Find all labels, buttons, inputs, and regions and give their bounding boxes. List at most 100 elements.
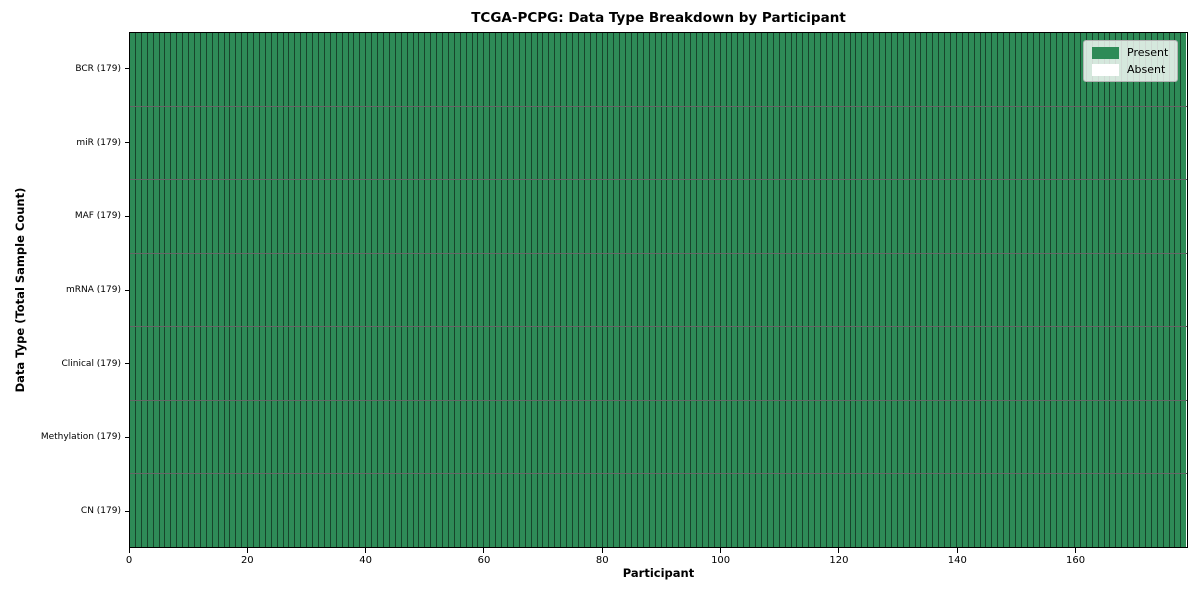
heatmap-cell [1027,400,1034,474]
heatmap-cell [443,474,449,548]
heatmap-cell [850,327,857,400]
heatmap-cell [271,253,278,327]
heatmap-cell [342,106,349,180]
heatmap-cell [697,474,703,548]
heatmap-cell [301,33,308,106]
heatmap-cell [135,33,142,106]
heatmap-cell [466,253,473,327]
x-tick-mark [128,548,130,553]
heatmap-cell [655,33,662,106]
heatmap-cell [915,327,922,400]
heatmap-cell [484,180,491,253]
heatmap-cell [508,474,514,548]
heatmap-cell [738,400,745,474]
heatmap-cell [254,253,260,327]
heatmap-cell [720,106,727,180]
heatmap-cell [366,474,373,548]
heatmap-cell [1139,180,1146,253]
heatmap-cell [726,253,733,327]
heatmap-cell [767,474,774,548]
heatmap-cell [667,180,674,253]
heatmap-cell [1015,180,1022,253]
heatmap-cell [626,33,633,106]
heatmap-cell [472,400,479,474]
heatmap-cell [921,106,928,180]
heatmap-cell [815,327,822,400]
heatmap-cell [1057,474,1064,548]
x-tick-label: 120 [829,555,849,566]
heatmap-cell [1004,474,1011,548]
x-tick-mark [956,548,958,553]
heatmap-row [130,33,1187,106]
heatmap-cell [1010,474,1016,548]
heatmap-cell [389,33,396,106]
heatmap-cell [673,253,680,327]
heatmap-cell [779,180,786,253]
heatmap-cell [632,33,638,106]
heatmap-cell [596,474,603,548]
heatmap-cell [135,180,142,253]
heatmap-cell [248,106,255,180]
heatmap-cell [472,180,479,253]
heatmap-cell [679,106,686,180]
heatmap-cell [189,106,195,180]
heatmap-cell [508,400,514,474]
heatmap-cell [1122,180,1129,253]
heatmap-cell [135,327,142,400]
heatmap-cell [254,474,260,548]
heatmap-cell [496,180,503,253]
heatmap-cell [826,474,833,548]
heatmap-cell [165,106,172,180]
heatmap-cell [425,253,432,327]
heatmap-cell [431,327,438,400]
heatmap-cell [679,474,686,548]
heatmap-cell [490,106,497,180]
heatmap-cell [667,33,674,106]
heatmap-cell [277,253,284,327]
heatmap-cell [927,474,934,548]
heatmap-cell [974,400,981,474]
heatmap-cell [194,253,201,327]
heatmap-cell [584,253,591,327]
heatmap-cell [968,474,975,548]
heatmap-cell [708,180,715,253]
heatmap-cell [307,327,314,400]
heatmap-cell [389,253,396,327]
heatmap-cell [555,106,562,180]
heatmap-cell [720,400,727,474]
heatmap-cell [620,180,627,253]
heatmap-row [130,252,1187,327]
heatmap-cell [897,253,904,327]
heatmap-cell [697,253,703,327]
heatmap-cell [1139,106,1146,180]
heatmap-cell [561,106,568,180]
heatmap-cell [950,400,957,474]
heatmap-cell [1122,327,1129,400]
heatmap-cell [224,253,231,327]
heatmap-cell [785,474,792,548]
heatmap-cell [224,474,231,548]
heatmap-cell [254,400,260,474]
heatmap-cell [389,327,396,400]
heatmap-cell [543,33,550,106]
heatmap-cell [685,327,692,400]
heatmap-cell [578,106,585,180]
heatmap-cell [1181,180,1187,253]
heatmap-cell [431,400,438,474]
heatmap-cell [602,106,609,180]
heatmap-cell [1069,253,1075,327]
heatmap-cell [785,180,792,253]
heatmap-cell [927,327,934,400]
heatmap-cell [543,327,550,400]
heatmap-cell [242,253,249,327]
heatmap-cell [313,106,319,180]
heatmap-cell [159,180,166,253]
heatmap-cell [1116,180,1123,253]
heatmap-cell [626,253,633,327]
heatmap-cell [230,253,237,327]
heatmap-cell [189,474,195,548]
heatmap-cell [1181,327,1187,400]
heatmap-cell [750,400,757,474]
heatmap-cell [531,106,538,180]
heatmap-cell [407,106,414,180]
